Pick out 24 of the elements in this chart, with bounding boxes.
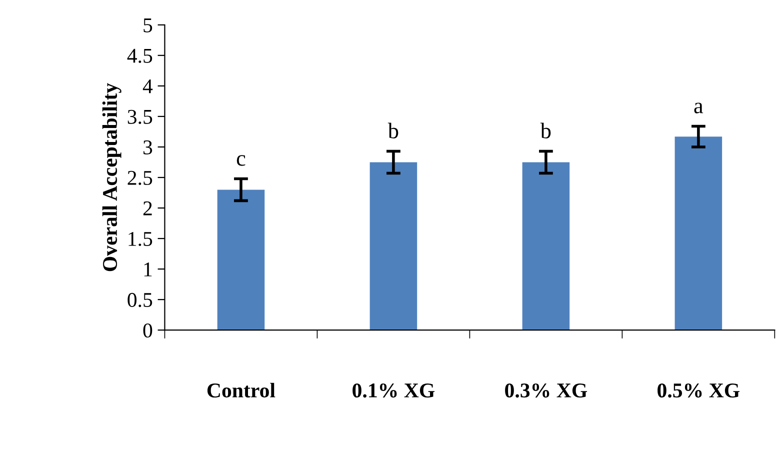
y-tick-label: 0 bbox=[143, 323, 152, 338]
y-tick-label: 5 bbox=[144, 18, 152, 32]
y-tick-label: 4 bbox=[142, 79, 153, 94]
y-tick-label: 4.5 bbox=[127, 48, 152, 63]
bar bbox=[674, 136, 722, 330]
y-tick-label: 1 bbox=[144, 262, 152, 276]
annotation: a bbox=[694, 102, 704, 114]
y-axis-title: Overall Acceptability bbox=[102, 83, 122, 272]
bar bbox=[370, 162, 418, 330]
x-tick-label: 0.1% XG bbox=[352, 383, 435, 398]
x-tick-label: Control bbox=[207, 382, 276, 398]
bar bbox=[217, 190, 265, 330]
y-tick-label: 2 bbox=[143, 201, 152, 216]
y-tick-label: 1.5 bbox=[128, 232, 152, 246]
x-tick-label: 0.3% XG bbox=[505, 383, 588, 398]
annotation: b bbox=[540, 122, 551, 138]
y-tick-label: 2.5 bbox=[128, 170, 152, 186]
y-tick-label: 0.5 bbox=[128, 292, 152, 308]
annotation: c bbox=[236, 155, 246, 166]
bar bbox=[522, 162, 570, 330]
annotation: b bbox=[388, 122, 398, 138]
y-tick-label: 3.5 bbox=[128, 110, 152, 124]
x-tick-label: 0.5% XG bbox=[658, 383, 740, 398]
y-tick-label: 3 bbox=[144, 140, 152, 154]
